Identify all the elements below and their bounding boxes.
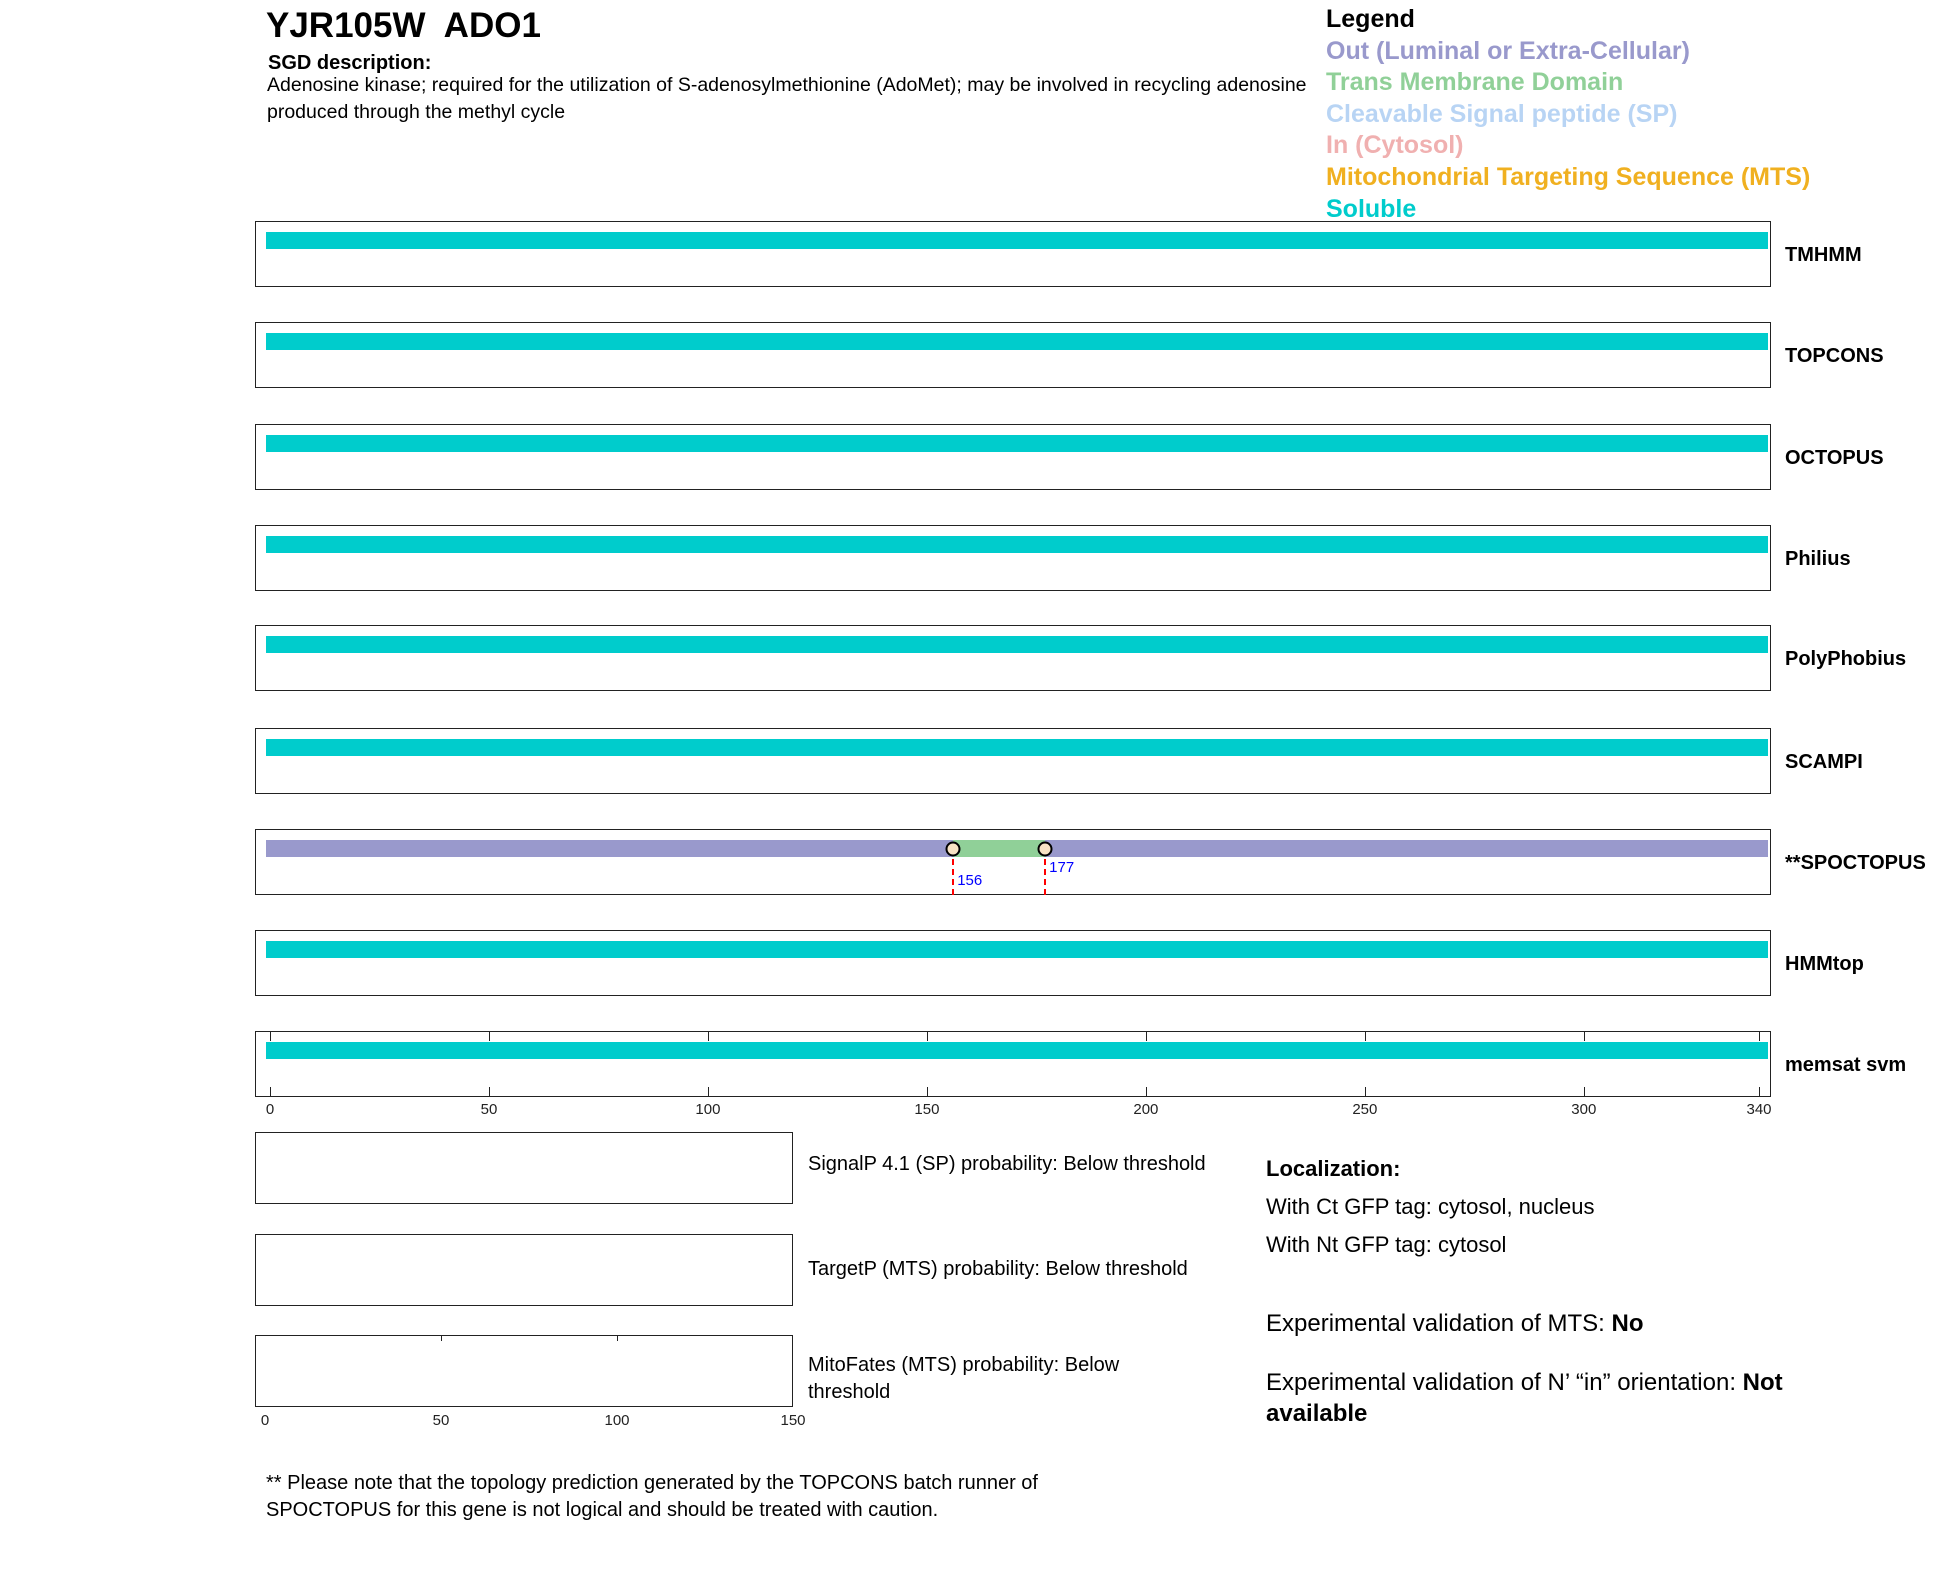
track-box [255,221,1771,287]
marker-line [1044,849,1047,895]
localization-heading: Localization: [1266,1156,1401,1181]
axis-tick [1364,1031,1366,1041]
segment-soluble [266,636,1768,653]
axis-tick-label: 200 [1133,1101,1159,1118]
marker-line [952,849,955,895]
track-box [255,829,1771,895]
axis-tick-label: 50 [480,1101,498,1118]
localization-nt: With Nt GFP tag: cytosol [1266,1232,1507,1257]
track-label: HMMtop [1785,953,1864,975]
axis-tick [488,1087,490,1097]
axis-tick-label: 300 [1571,1101,1597,1118]
segment-out [266,840,954,857]
track-box [255,625,1771,691]
track-box [255,728,1771,794]
orientation-validation-label: Experimental validation of N’ “in” orien… [1266,1369,1743,1396]
segment-out [1045,840,1768,857]
track-label: OCTOPUS [1785,447,1884,469]
mts-validation-label: Experimental validation of MTS: [1266,1310,1612,1337]
prob-axis-tick-label: 150 [780,1412,806,1429]
track-label: TMHMM [1785,244,1862,266]
axis-tick [1583,1087,1585,1097]
prob-axis-tick-label: 50 [432,1412,450,1429]
page-title: YJR105W ADO1 [266,6,541,45]
sgd-heading: SGD description: [268,52,432,74]
legend-item: Trans Membrane Domain [1326,68,1624,97]
track-label: PolyPhobius [1785,648,1907,670]
legend-title: Legend [1326,5,1415,33]
localization: Localization: With Ct GFP tag: cytosol, … [1266,1150,1595,1264]
mts-validation-value: No [1611,1310,1644,1337]
track-label: Philius [1785,548,1851,570]
axis-tick [270,1087,271,1097]
probability-box [255,1234,793,1306]
prob-axis-tick [441,1335,442,1341]
sgd-description: Adenosine kinase; required for the utili… [267,74,1307,123]
marker-label: 156 [957,872,983,889]
marker-circle [1037,841,1053,857]
axis-tick-label: 340 [1746,1101,1772,1118]
track-label: memsat svm [1785,1054,1907,1076]
segment-soluble [266,1042,1768,1059]
axis-tick [1145,1087,1147,1097]
marker-circle [945,841,961,857]
localization-ct: With Ct GFP tag: cytosol, nucleus [1266,1194,1595,1219]
segment-soluble [266,739,1768,756]
axis-tick [707,1031,709,1041]
track-label: SCAMPI [1785,751,1863,773]
marker-label: 177 [1049,859,1075,876]
track-label: TOPCONS [1785,345,1884,367]
segment-tm [953,840,1046,857]
axis-tick [270,1031,271,1041]
axis-tick-label: 250 [1352,1101,1378,1118]
legend-item: Cleavable Signal peptide (SP) [1326,99,1678,128]
legend-item: Out (Luminal or Extra-Cellular) [1326,36,1690,65]
probability-box [255,1335,793,1407]
segment-soluble [266,941,1768,958]
mts-validation: Experimental validation of MTS: No [1266,1308,1866,1339]
prob-axis-tick [617,1335,618,1341]
axis-tick-label: 100 [695,1101,721,1118]
axis-tick [926,1031,928,1041]
axis-tick [707,1087,709,1097]
footnote: ** Please note that the topology predict… [266,1472,1038,1521]
axis-tick [1145,1031,1147,1041]
axis-tick-label: 0 [265,1101,275,1118]
track-label: **SPOCTOPUS [1785,852,1926,874]
axis-tick [1759,1031,1760,1041]
track-box [255,1031,1771,1097]
orientation-validation-value: Not available [1266,1369,1783,1427]
prob-axis-tick-label: 0 [260,1412,270,1429]
signalp-text: SignalP 4.1 (SP) probability: Below thre… [808,1153,1206,1175]
axis-tick [488,1031,490,1041]
segment-soluble [266,536,1768,553]
axis-tick [926,1087,928,1097]
segment-soluble [266,435,1768,452]
segment-soluble [266,232,1768,249]
axis-tick-label: 150 [914,1101,940,1118]
track-box [255,930,1771,996]
axis-tick [1583,1031,1585,1041]
segment-soluble [266,333,1768,350]
legend: Legend Out (Luminal or Extra-Cellular) T… [1326,4,1810,225]
legend-item: In (Cytosol) [1326,131,1464,160]
axis-tick [1364,1087,1366,1097]
track-box [255,525,1771,591]
track-box [255,322,1771,388]
legend-item: Soluble [1326,194,1417,223]
axis-tick [1759,1087,1760,1097]
prob-axis-tick-label: 100 [604,1412,630,1429]
legend-item: Mitochondrial Targeting Sequence (MTS) [1326,162,1811,191]
targetp-text: TargetP (MTS) probability: Below thresho… [808,1258,1188,1280]
orientation-validation: Experimental validation of N’ “in” orien… [1266,1367,1866,1429]
probability-box [255,1132,793,1204]
mitofates-text: MitoFates (MTS) probability: Below thres… [808,1354,1120,1403]
track-box [255,424,1771,490]
